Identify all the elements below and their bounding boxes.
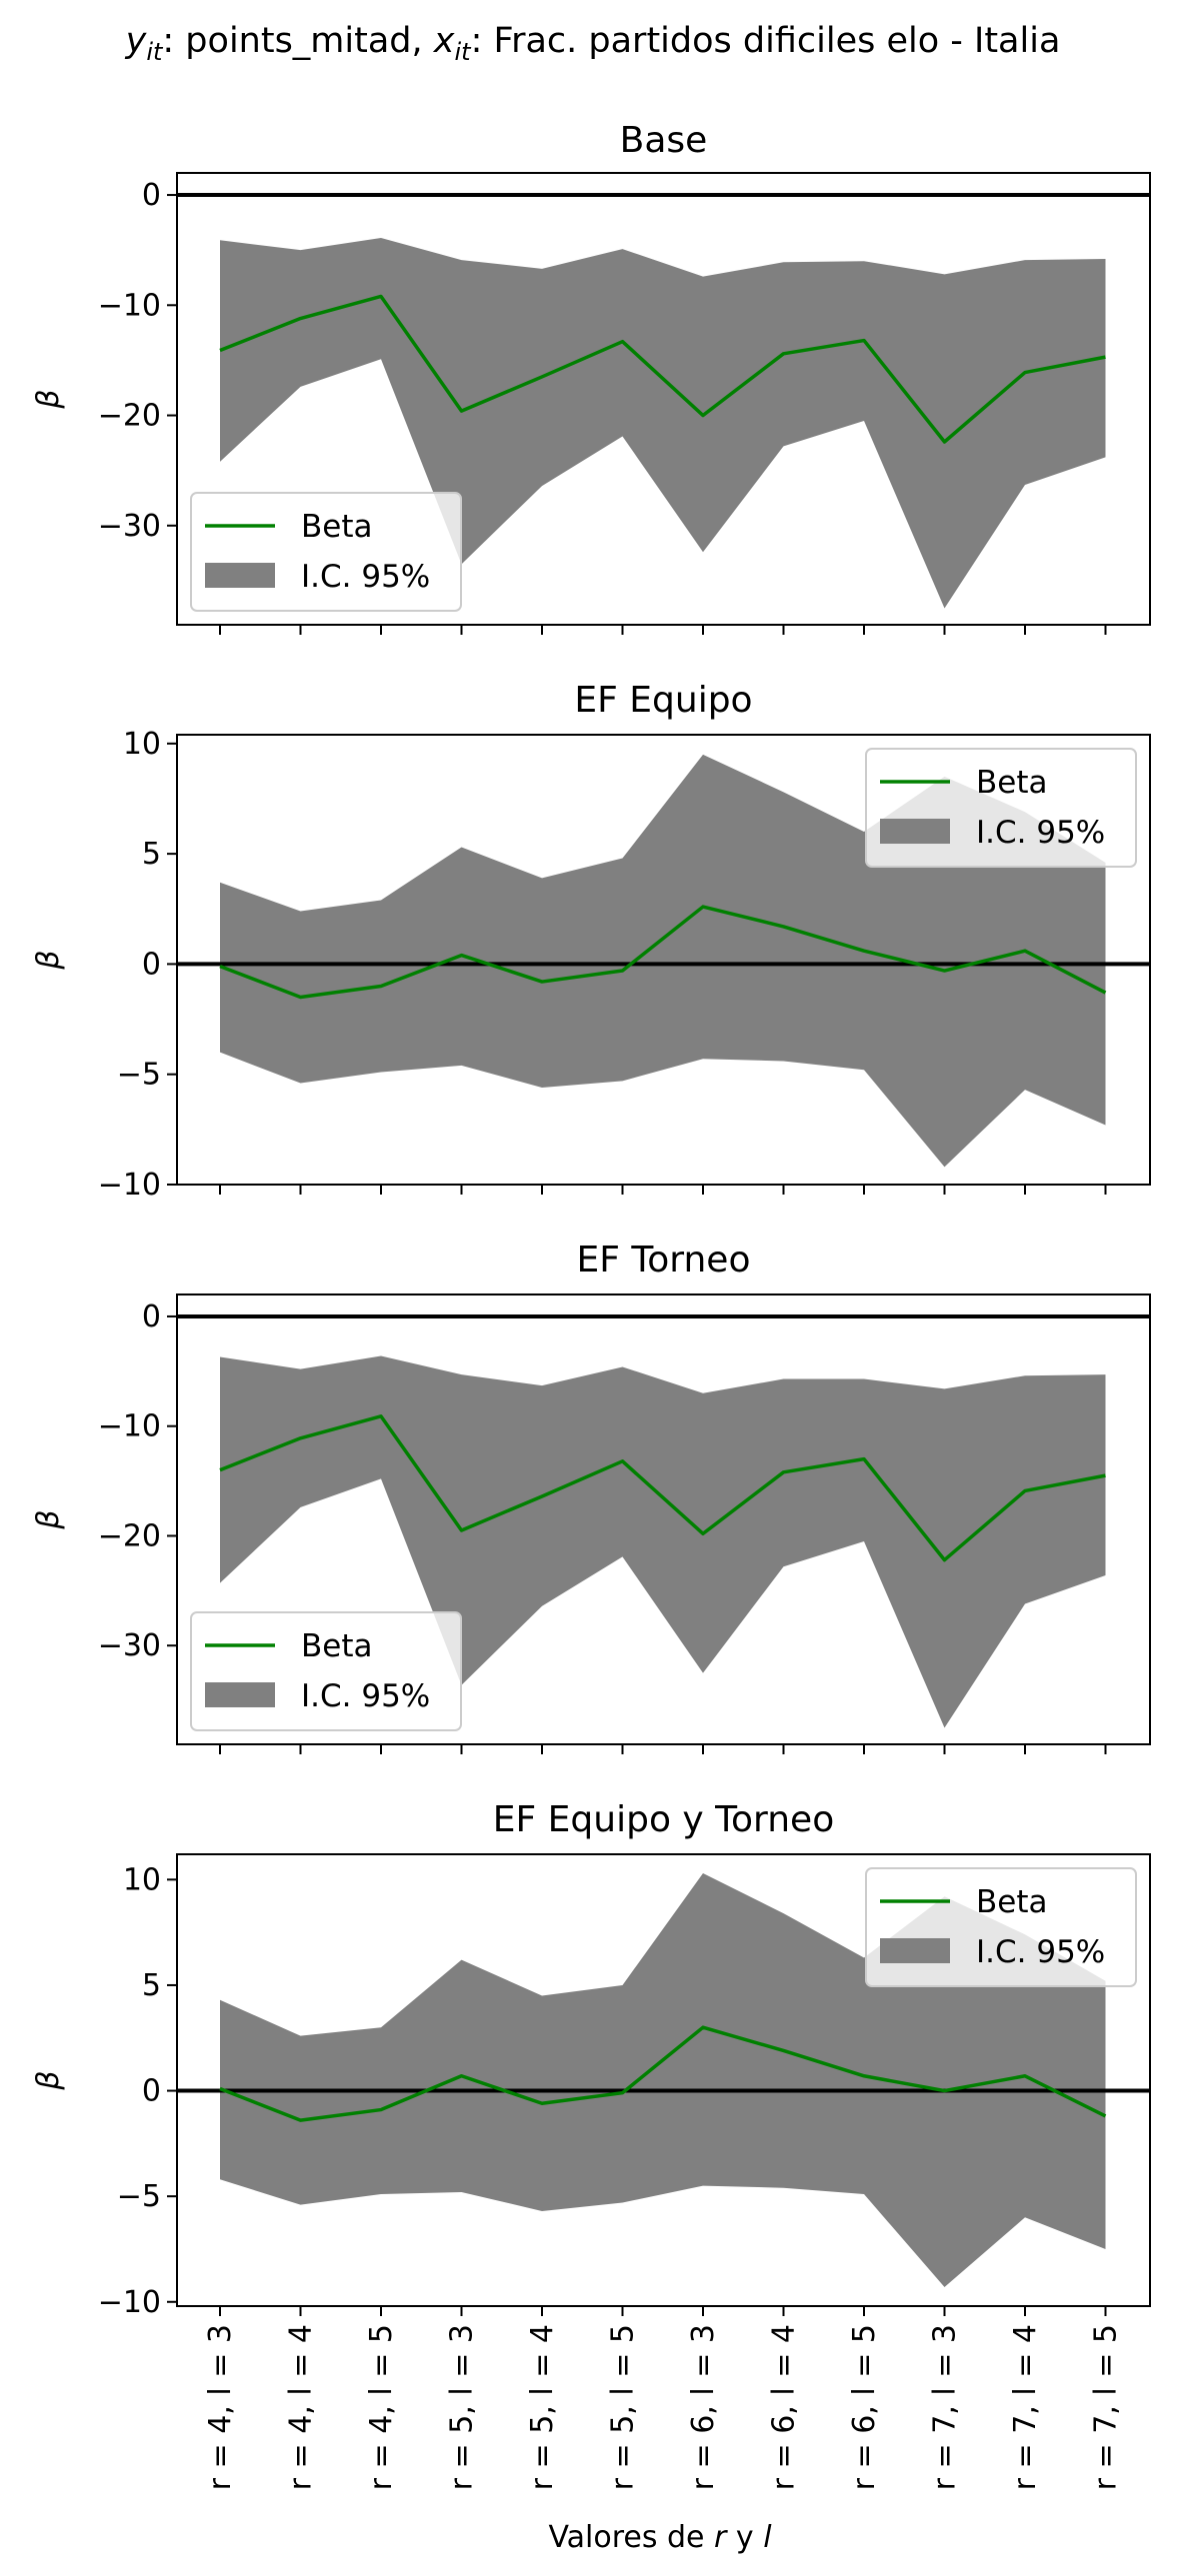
legend: Beta I.C. 95% <box>190 492 462 612</box>
panel-4: EF Equipo y Torneo 10 5 0 −5 −10 β r = 4, l = 3… <box>31 1799 1151 2490</box>
x-tick-label: r = 6, l = 4 <box>767 2324 802 2490</box>
legend-ci-swatch <box>205 563 275 588</box>
y-tick-label: 0 <box>142 178 161 213</box>
x-tick-label: r = 7, l = 4 <box>1008 2324 1043 2490</box>
legend-beta-label: Beta <box>976 1884 1048 1920</box>
y-tick-label: −5 <box>117 1058 161 1093</box>
y-axis-label: β <box>31 950 66 970</box>
y-tick-label: −5 <box>117 2179 161 2214</box>
y-tick-label: 5 <box>142 837 161 872</box>
ci-band <box>220 1355 1106 1728</box>
y-tick-label: 10 <box>123 727 161 762</box>
y-axis-label: β <box>31 2070 66 2090</box>
x-tick-label: r = 7, l = 5 <box>1089 2324 1124 2490</box>
panel-title: Base <box>620 120 708 161</box>
x-tick-label: r = 4, l = 4 <box>284 2324 319 2490</box>
y-tick-label: 0 <box>142 1299 161 1334</box>
legend-beta-label: Beta <box>976 765 1048 801</box>
y-tick-label: −30 <box>98 1628 161 1663</box>
axes-frame <box>176 1853 1151 2307</box>
panel-3: EF Torneo 0 −10 −20 −30 β Beta I.C. 95% <box>31 1240 1151 1754</box>
legend-beta-label: Beta <box>301 509 373 545</box>
y-tick-label: −30 <box>98 509 161 544</box>
legend-ci-label: I.C. 95% <box>301 1678 430 1714</box>
axes-frame <box>176 734 1151 1186</box>
x-tick-label: r = 6, l = 5 <box>847 2324 882 2490</box>
legend-ci-swatch <box>880 1938 950 1963</box>
x-tick-label: r = 4, l = 3 <box>203 2324 238 2490</box>
y-tick-label: −10 <box>98 2285 161 2320</box>
panel-title: EF Equipo <box>574 680 752 721</box>
x-tick-label: r = 5, l = 3 <box>445 2324 480 2490</box>
y-tick-label: 10 <box>123 1862 161 1897</box>
beta-line <box>219 1414 1106 1562</box>
y-axis-label: β <box>31 389 66 409</box>
x-axis-label: Valores de r y l <box>548 2520 772 2555</box>
y-tick-label: −20 <box>98 399 161 434</box>
axes-frame <box>176 172 1151 626</box>
legend-beta-label: Beta <box>301 1628 373 1664</box>
x-tick-label: r = 6, l = 3 <box>686 2324 721 2490</box>
panel-2: EF Equipo 10 5 0 −5 −10 β Beta I.C. 95% <box>31 680 1151 1203</box>
legend: Beta I.C. 95% <box>865 748 1137 868</box>
panels: Base 0 −10 −20 −30 β Beta I.C. 95% EF Equipo 10 5 0… <box>31 120 1151 2490</box>
beta-line <box>219 294 1106 444</box>
beta-line <box>219 905 1107 1000</box>
y-tick-label: −10 <box>98 288 161 323</box>
panel-title: EF Torneo <box>577 1240 751 1281</box>
axes-frame <box>176 1293 1151 1745</box>
y-tick-label: −10 <box>98 1168 161 1203</box>
beta-line <box>219 2025 1107 2122</box>
legend-ci-swatch <box>880 819 950 844</box>
x-tick-label: r = 5, l = 4 <box>525 2324 560 2490</box>
y-tick-label: −20 <box>98 1518 161 1553</box>
x-tick-label: r = 7, l = 3 <box>928 2324 963 2490</box>
y-tick-label: −10 <box>98 1409 161 1444</box>
y-tick-label: 5 <box>142 1968 161 2003</box>
y-axis-label: β <box>31 1509 66 1529</box>
legend-ci-swatch <box>205 1682 275 1707</box>
ci-band <box>220 238 1106 609</box>
figure-title: yit: points_mitad, xit: Frac. partidos d… <box>125 21 1061 66</box>
legend: Beta I.C. 95% <box>865 1867 1137 1987</box>
panel-1: Base 0 −10 −20 −30 β Beta I.C. 95% <box>31 120 1151 635</box>
y-tick-label: 0 <box>142 2074 161 2109</box>
legend-ci-label: I.C. 95% <box>301 559 430 595</box>
x-tick-label: r = 5, l = 5 <box>606 2324 641 2490</box>
legend: Beta I.C. 95% <box>190 1611 462 1731</box>
x-tick-label: r = 4, l = 5 <box>364 2324 399 2490</box>
legend-ci-label: I.C. 95% <box>976 815 1105 851</box>
legend-ci-label: I.C. 95% <box>976 1934 1105 1970</box>
y-tick-label: 0 <box>142 947 161 982</box>
panel-title: EF Equipo y Torneo <box>493 1799 834 1840</box>
